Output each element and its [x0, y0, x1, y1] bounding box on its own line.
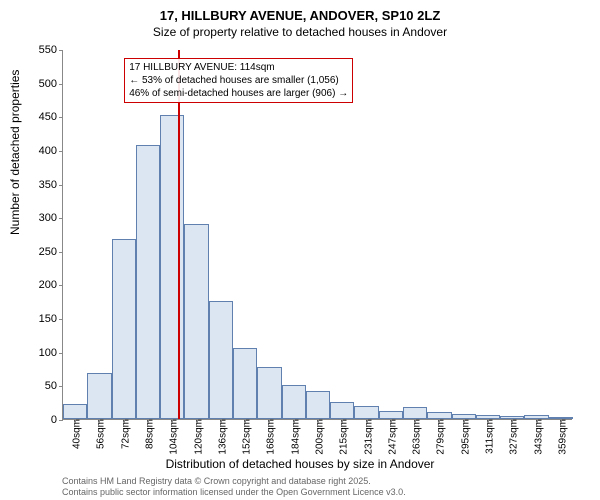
- annotation-header: 17 HILLBURY AVENUE: 114sqm: [129, 61, 348, 74]
- x-tick-label: 40sqm: [68, 419, 83, 449]
- histogram-bar: [403, 407, 427, 419]
- x-tick-mark: [318, 419, 319, 423]
- y-tick-mark: [59, 386, 63, 387]
- x-tick-mark: [294, 419, 295, 423]
- x-tick-label: 56sqm: [92, 419, 107, 449]
- y-tick-mark: [59, 285, 63, 286]
- x-tick-mark: [124, 419, 125, 423]
- x-tick-mark: [75, 419, 76, 423]
- x-tick-mark: [512, 419, 513, 423]
- histogram-bar: [379, 411, 403, 419]
- x-tick-mark: [269, 419, 270, 423]
- x-tick-label: 152sqm: [238, 419, 253, 455]
- x-tick-label: 231sqm: [359, 419, 374, 455]
- plot-area: 05010015020025030035040045050055040sqm56…: [62, 50, 572, 420]
- y-tick-mark: [59, 218, 63, 219]
- footer-line-2: Contains public sector information licen…: [62, 487, 406, 498]
- x-tick-mark: [561, 419, 562, 423]
- annotation-box: 17 HILLBURY AVENUE: 114sqm← 53% of detac…: [124, 58, 353, 103]
- y-tick-mark: [59, 84, 63, 85]
- histogram-bar: [257, 367, 281, 419]
- footer-line-1: Contains HM Land Registry data © Crown c…: [62, 476, 406, 487]
- x-tick-mark: [245, 419, 246, 423]
- histogram-bar: [209, 301, 233, 419]
- x-tick-mark: [99, 419, 100, 423]
- histogram-bar: [136, 145, 160, 419]
- y-tick-mark: [59, 353, 63, 354]
- x-tick-mark: [537, 419, 538, 423]
- x-tick-label: 343sqm: [529, 419, 544, 455]
- x-tick-label: 263sqm: [408, 419, 423, 455]
- x-tick-label: 295sqm: [456, 419, 471, 455]
- histogram-bar: [330, 402, 354, 419]
- annotation-line-1: ← 53% of detached houses are smaller (1,…: [129, 74, 348, 87]
- x-tick-label: 247sqm: [383, 419, 398, 455]
- x-tick-mark: [415, 419, 416, 423]
- x-axis-label: Distribution of detached houses by size …: [0, 457, 600, 471]
- histogram-bar: [63, 404, 87, 419]
- x-tick-label: 184sqm: [286, 419, 301, 455]
- histogram-bar: [87, 373, 111, 419]
- x-tick-mark: [221, 419, 222, 423]
- chart-subtitle: Size of property relative to detached ho…: [0, 23, 600, 39]
- x-tick-label: 120sqm: [189, 419, 204, 455]
- y-tick-mark: [59, 50, 63, 51]
- y-tick-mark: [59, 117, 63, 118]
- x-tick-mark: [172, 419, 173, 423]
- x-tick-label: 168sqm: [262, 419, 277, 455]
- x-tick-label: 279sqm: [432, 419, 447, 455]
- x-tick-label: 72sqm: [116, 419, 131, 449]
- x-tick-label: 136sqm: [213, 419, 228, 455]
- x-tick-label: 359sqm: [553, 419, 568, 455]
- x-tick-label: 327sqm: [505, 419, 520, 455]
- annotation-line-2: 46% of semi-detached houses are larger (…: [129, 87, 348, 100]
- histogram-bar: [160, 115, 184, 419]
- chart-container: 17, HILLBURY AVENUE, ANDOVER, SP10 2LZ S…: [0, 0, 600, 500]
- y-tick-mark: [59, 252, 63, 253]
- x-tick-label: 311sqm: [481, 419, 496, 454]
- histogram-bar: [306, 391, 330, 419]
- histogram-bar: [112, 239, 136, 419]
- x-tick-mark: [148, 419, 149, 423]
- x-tick-mark: [488, 419, 489, 423]
- x-tick-mark: [464, 419, 465, 423]
- y-tick-mark: [59, 151, 63, 152]
- histogram-bar: [184, 224, 208, 419]
- x-tick-mark: [439, 419, 440, 423]
- x-tick-label: 88sqm: [141, 419, 156, 449]
- x-tick-label: 200sqm: [311, 419, 326, 455]
- property-marker-line: [178, 50, 180, 419]
- footer-attribution: Contains HM Land Registry data © Crown c…: [62, 476, 406, 498]
- x-tick-mark: [342, 419, 343, 423]
- x-tick-mark: [197, 419, 198, 423]
- histogram-bar: [282, 385, 306, 419]
- x-tick-label: 104sqm: [165, 419, 180, 455]
- chart-title: 17, HILLBURY AVENUE, ANDOVER, SP10 2LZ: [0, 0, 600, 23]
- y-tick-mark: [59, 185, 63, 186]
- y-tick-mark: [59, 420, 63, 421]
- histogram-bar: [233, 348, 257, 419]
- histogram-bar: [427, 412, 451, 419]
- x-tick-mark: [391, 419, 392, 423]
- y-tick-mark: [59, 319, 63, 320]
- y-axis-label: Number of detached properties: [8, 70, 22, 235]
- x-tick-mark: [367, 419, 368, 423]
- histogram-bar: [354, 406, 378, 419]
- x-tick-label: 215sqm: [335, 419, 350, 455]
